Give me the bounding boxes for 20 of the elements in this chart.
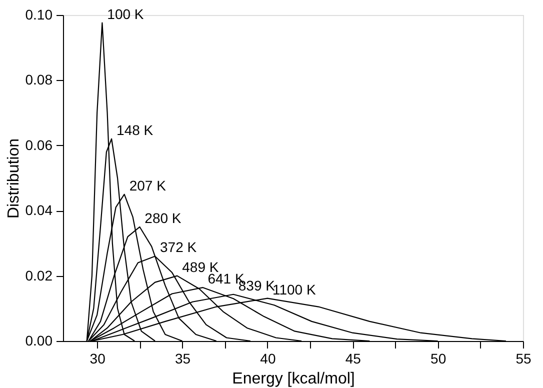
y-tick-label: 0.10 bbox=[25, 6, 53, 22]
annotation: 372 K bbox=[160, 239, 198, 256]
annotation: 489 K bbox=[182, 258, 220, 275]
y-tick-label: 0.00 bbox=[25, 332, 53, 348]
x-tick-label: 30 bbox=[90, 350, 106, 366]
x-tick-label: 50 bbox=[430, 350, 446, 366]
x-tick-label: 55 bbox=[516, 350, 532, 366]
y-tick-label: 0.08 bbox=[25, 72, 53, 88]
x-axis-title: Energy [kcal/mol] bbox=[232, 370, 355, 388]
y-tick-label: 0.02 bbox=[25, 267, 53, 284]
annotation: 148 K bbox=[116, 122, 154, 138]
x-tick-label: 40 bbox=[260, 350, 276, 366]
annotation: 280 K bbox=[144, 210, 182, 226]
annotation: 100 K bbox=[107, 6, 144, 22]
y-axis-title: Distribution bbox=[5, 138, 22, 219]
y-tick-label: 0.04 bbox=[25, 202, 53, 218]
y-tick-label: 0.06 bbox=[25, 136, 53, 153]
x-tick-label: 45 bbox=[345, 350, 362, 366]
annotation: 207 K bbox=[129, 177, 167, 194]
x-tick-label: 35 bbox=[174, 350, 191, 366]
